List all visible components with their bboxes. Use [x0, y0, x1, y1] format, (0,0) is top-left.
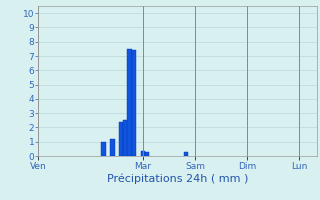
X-axis label: Précipitations 24h ( mm ): Précipitations 24h ( mm ): [107, 173, 248, 184]
Bar: [119, 122, 123, 156]
Bar: [127, 49, 132, 156]
Bar: [140, 151, 145, 156]
Bar: [145, 152, 149, 156]
Bar: [101, 142, 106, 156]
Bar: [123, 120, 128, 156]
Bar: [132, 50, 136, 156]
Bar: [110, 139, 115, 156]
Bar: [184, 152, 188, 156]
